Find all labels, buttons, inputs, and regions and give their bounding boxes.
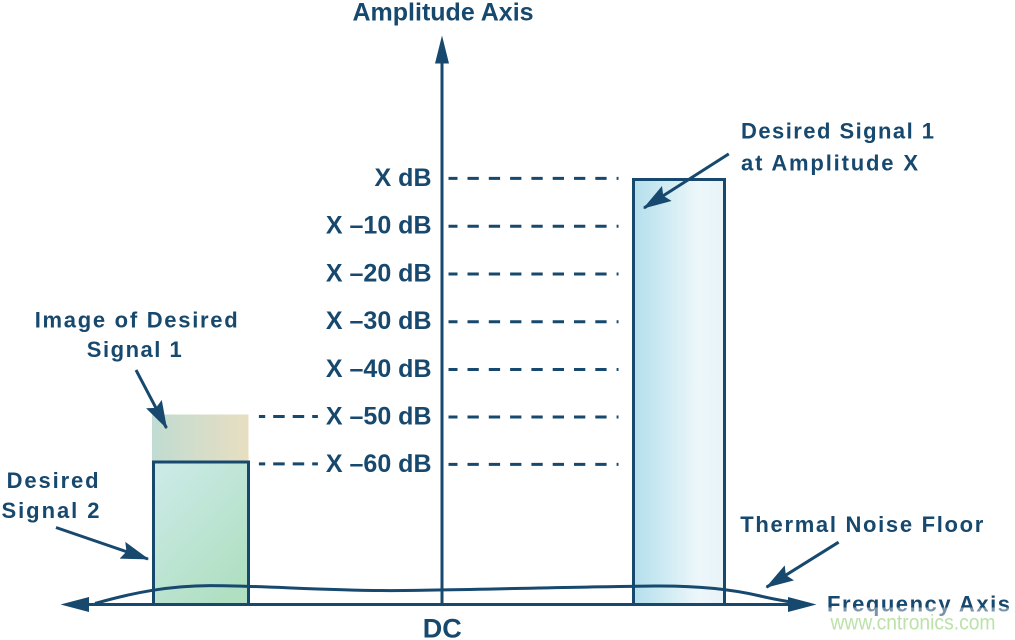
svg-text:Frequency Axis: Frequency Axis <box>827 592 1010 617</box>
svg-text:X –20 dB: X –20 dB <box>326 259 432 287</box>
svg-text:at Amplitude X: at Amplitude X <box>741 151 918 176</box>
svg-text:Desired: Desired <box>7 468 99 493</box>
svg-text:Amplitude Axis: Amplitude Axis <box>353 0 534 27</box>
svg-text:Signal 1: Signal 1 <box>87 337 182 362</box>
svg-text:X dB: X dB <box>375 164 432 192</box>
svg-text:Image of Desired: Image of Desired <box>35 308 238 333</box>
svg-text:Thermal Noise Floor: Thermal Noise Floor <box>740 512 983 537</box>
svg-text:Desired Signal 1: Desired Signal 1 <box>741 119 934 144</box>
svg-text:X –50 dB: X –50 dB <box>326 402 432 430</box>
svg-text:X –30 dB: X –30 dB <box>326 307 432 335</box>
svg-text:X –40 dB: X –40 dB <box>326 355 432 383</box>
svg-text:DC: DC <box>423 614 462 640</box>
svg-text:Signal 2: Signal 2 <box>2 498 100 523</box>
svg-text:www.cntronics.com: www.cntronics.com <box>830 611 996 635</box>
svg-text:X –10 dB: X –10 dB <box>326 212 432 240</box>
svg-text:X –60 dB: X –60 dB <box>326 450 432 478</box>
